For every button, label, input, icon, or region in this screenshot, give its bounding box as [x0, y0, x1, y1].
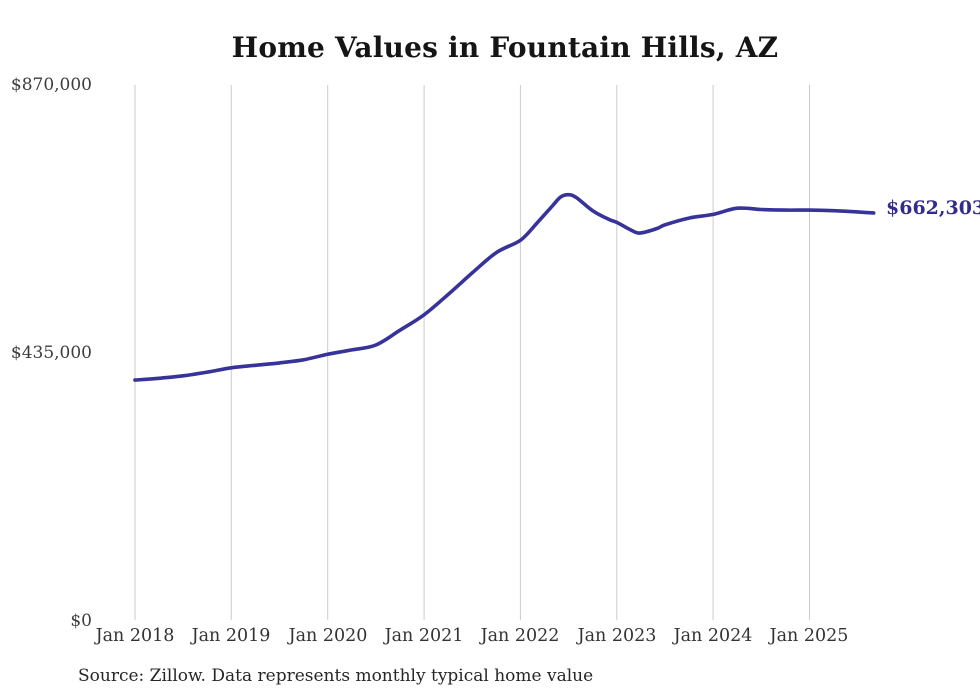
- x-axis-tick-label: Jan 2019: [191, 626, 271, 646]
- x-axis-tick-label: Jan 2025: [769, 626, 849, 646]
- vertical-gridlines: [134, 85, 810, 620]
- x-axis-tick-label: Jan 2023: [577, 626, 657, 646]
- latest-value-label: $662,303: [886, 197, 980, 219]
- x-axis-tick-label: Jan 2018: [95, 626, 175, 646]
- x-axis-tick-label: Jan 2020: [288, 626, 368, 646]
- y-axis-tick-label: $0: [70, 611, 92, 631]
- x-axis-tick-label: Jan 2024: [673, 626, 753, 646]
- source-note: Source: Zillow. Data represents monthly …: [78, 666, 594, 686]
- home-value-line: [133, 192, 876, 382]
- chart-title: Home Values in Fountain Hills, AZ: [231, 31, 779, 64]
- x-axis-tick-label: Jan 2021: [384, 626, 464, 646]
- x-axis-tick-label: Jan 2022: [480, 626, 560, 646]
- y-axis-tick-label: $870,000: [10, 75, 92, 95]
- y-axis-tick-label: $435,000: [10, 343, 92, 363]
